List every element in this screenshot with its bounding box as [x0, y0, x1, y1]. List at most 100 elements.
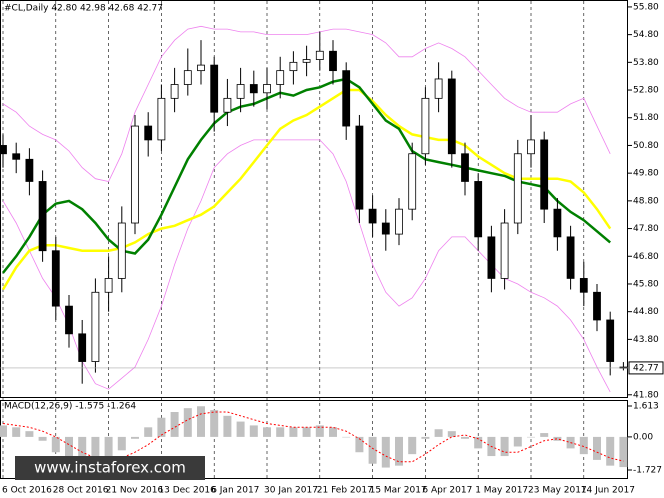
x-tick-label: 6 Apr 2017: [422, 486, 472, 496]
macd-bar: [408, 436, 417, 455]
candle-body: [0, 145, 7, 155]
macd-bar: [527, 436, 535, 438]
watermark: www.instaforex.com: [34, 459, 186, 477]
y-tick-label: 55.80: [633, 2, 659, 12]
candle-body: [566, 236, 575, 279]
macd-bar: [619, 436, 628, 468]
y-tick-label: 44.80: [633, 307, 659, 317]
macd-bar: [144, 427, 153, 437]
macd-title: MACD(12,26,9) -1.575 -1.264: [4, 402, 136, 412]
candle-body: [461, 153, 469, 182]
candle-body: [408, 153, 417, 210]
candle-body: [487, 236, 496, 279]
candle-body: [51, 250, 60, 307]
y-tick-label: 50.80: [633, 141, 659, 151]
watermark-box: [15, 456, 205, 480]
x-tick-label: 15 Mar 2017: [370, 486, 427, 496]
candle-body: [170, 84, 179, 99]
candle-body: [421, 97, 430, 155]
candle-body: [131, 125, 139, 224]
price-frame: [0, 0, 628, 398]
price-box: [628, 361, 664, 375]
candle-body: [263, 84, 271, 94]
macd-bar: [434, 429, 443, 437]
macd-bar: [12, 427, 21, 437]
macd-bar: [51, 436, 60, 453]
y-tick-label: 47.80: [633, 224, 659, 234]
macd-bar: [355, 436, 364, 453]
candle-body: [236, 84, 245, 99]
candle-body: [104, 278, 113, 293]
macd-bar: [342, 436, 351, 438]
candle-body: [223, 97, 232, 113]
macd-frame: [0, 400, 628, 479]
macd-bar: [513, 436, 522, 447]
y-tick-label: 53.80: [633, 58, 659, 68]
macd-bar: [157, 417, 166, 437]
macd-bar: [236, 421, 245, 437]
macd-bar: [78, 436, 87, 466]
macd-bar: [368, 436, 377, 464]
macd-bar: [65, 436, 73, 460]
macd-bar: [447, 431, 456, 437]
macd-bar: [593, 436, 601, 460]
y-tick-label: 51.80: [633, 113, 659, 123]
candle-body: [434, 78, 443, 99]
candle-body: [183, 70, 192, 85]
band-line: [2, 139, 611, 393]
y-tick-label: -1.727: [633, 465, 662, 475]
candle-body: [12, 153, 21, 160]
candle-body: [553, 208, 562, 238]
candle-body: [474, 181, 483, 238]
x-tick-label: 6 Jan 2017: [211, 486, 259, 496]
band-line: [2, 25, 611, 182]
y-tick-label: 49.80: [633, 169, 659, 179]
y-tick-label: 43.80: [633, 335, 659, 345]
candle-body: [513, 153, 522, 224]
candle-body: [527, 139, 535, 155]
macd-bar: [381, 436, 390, 468]
macd-bar: [606, 436, 615, 466]
macd-bar: [315, 425, 324, 437]
candle-body: [395, 208, 403, 235]
candle-body: [249, 84, 258, 94]
x-tick-label: 13 Dec 2016: [158, 486, 216, 496]
candle-body: [315, 50, 324, 60]
macd-bar: [461, 436, 469, 439]
macd-bar: [553, 436, 562, 441]
macd-bar: [0, 425, 7, 437]
candle-body: [197, 64, 205, 72]
macd-bar: [276, 427, 285, 437]
candle-body: [25, 158, 34, 182]
macd-bar: [395, 436, 403, 466]
candle-body: [329, 50, 337, 72]
y-tick-label: 45.80: [633, 279, 659, 289]
macd-bar: [263, 427, 271, 437]
macd-bar: [249, 425, 258, 437]
candle-body: [368, 208, 377, 224]
y-tick-label: 46.80: [633, 252, 659, 262]
candle-body: [342, 70, 351, 127]
macd-bar: [223, 415, 232, 437]
macd-bar: [91, 436, 100, 462]
macd-bar: [540, 433, 549, 437]
candle-body: [500, 222, 509, 279]
macd-bar: [183, 408, 192, 437]
macd-bar: [25, 431, 34, 437]
x-tick-label: 28 Oct 2016: [53, 486, 109, 496]
x-tick-label: 21 Feb 2017: [317, 486, 373, 496]
macd-bar: [289, 427, 298, 437]
candle-body: [210, 64, 219, 113]
candle-body: [593, 291, 601, 321]
x-tick-label: 21 Nov 2016: [106, 486, 164, 496]
macd-bar: [104, 436, 113, 457]
macd-bar: [421, 436, 430, 439]
current-price-label: 42.77: [633, 363, 659, 373]
macd-bar: [170, 411, 179, 437]
y-tick-label: 48.80: [633, 196, 659, 206]
candle-body: [78, 333, 87, 362]
candle-body: [447, 78, 456, 155]
macd-bar: [579, 436, 588, 455]
macd-bar: [38, 436, 47, 441]
